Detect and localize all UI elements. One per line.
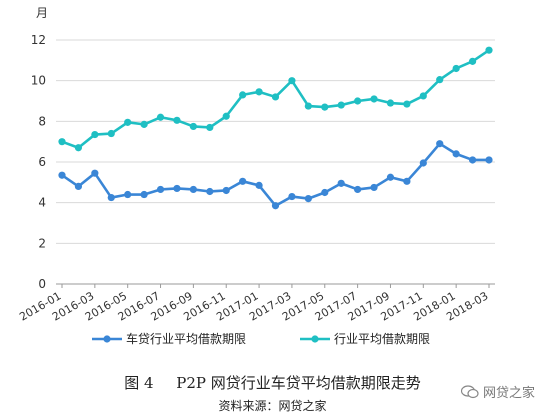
data-point: [140, 120, 148, 128]
legend-swatch-marker: [311, 335, 319, 343]
data-point: [74, 144, 83, 152]
figure-source: 资料来源：网贷之家: [218, 399, 327, 413]
series-group: [58, 46, 493, 210]
data-point: [271, 202, 280, 210]
y-tick-label: 0: [38, 277, 46, 291]
data-point: [386, 173, 395, 181]
data-point: [337, 179, 345, 187]
legend-item: 车贷行业平均借款期限: [92, 331, 246, 346]
data-point: [107, 129, 115, 138]
data-point: [239, 91, 247, 99]
data-point: [468, 57, 477, 65]
data-point: [58, 171, 66, 179]
series-1: [58, 140, 493, 210]
data-point: [485, 156, 493, 164]
data-point: [288, 192, 296, 201]
x-axis: [56, 283, 495, 288]
data-point: [354, 185, 362, 194]
legend-item: 行业平均借款期限: [300, 332, 430, 346]
data-point: [436, 140, 444, 148]
data-point: [271, 93, 280, 101]
data-point: [370, 183, 378, 192]
watermark-text: 网贷之家: [482, 386, 535, 401]
data-point: [452, 150, 460, 158]
data-point: [91, 169, 99, 177]
y-tick-label: 6: [38, 155, 46, 169]
data-point: [419, 92, 427, 100]
data-point: [173, 184, 181, 193]
y-axis-ticks: 0 2 4 6 8 10 12: [31, 33, 46, 291]
data-point: [436, 76, 444, 84]
y-tick-label: 12: [31, 33, 46, 47]
figure-caption: 图 4 P2P 网贷行业车贷平均借款期限走势: [0, 372, 545, 393]
y-tick-label: 4: [38, 196, 46, 210]
data-point: [239, 177, 247, 185]
data-point: [74, 182, 83, 190]
data-point: [189, 122, 197, 131]
data-point: [452, 64, 460, 73]
gridlines: [56, 39, 495, 244]
data-point: [107, 193, 115, 202]
data-point: [403, 100, 411, 108]
data-point: [321, 103, 329, 111]
legend: 车贷行业平均借款期限 行业平均借款期限: [92, 331, 430, 346]
legend-label: 行业平均借款期限: [334, 332, 430, 346]
data-point: [255, 88, 263, 96]
series-2: [58, 46, 493, 152]
data-point: [124, 118, 132, 126]
y-axis-unit-label: 月: [36, 6, 48, 20]
watermark: 网贷之家: [460, 382, 535, 401]
data-point: [156, 185, 165, 194]
data-point: [304, 195, 312, 203]
y-tick-label: 10: [31, 74, 46, 88]
data-point: [485, 46, 493, 54]
data-point: [288, 77, 296, 85]
data-point: [468, 156, 477, 164]
line-chart: 月 0 2 4 6 8 10 12 2016-012016-032016-052016-07…: [17, 6, 495, 346]
data-point: [173, 116, 181, 124]
x-axis-tick-labels: 2016-012016-032016-052016-072016-092016-…: [17, 289, 490, 323]
data-point: [419, 159, 427, 167]
data-point: [124, 190, 132, 199]
data-point: [321, 188, 329, 197]
data-point: [206, 187, 214, 196]
data-point: [370, 95, 378, 103]
figure-title: P2P 网贷行业车贷平均借款期限走势: [176, 374, 421, 392]
data-point: [58, 138, 66, 146]
data-point: [386, 99, 395, 107]
y-tick-label: 2: [38, 236, 46, 250]
data-point: [156, 113, 165, 121]
data-point: [206, 123, 214, 132]
data-point: [91, 130, 99, 139]
data-point: [140, 190, 148, 199]
data-point: [189, 185, 197, 194]
data-point: [222, 186, 230, 195]
wechat-icon: [460, 384, 479, 398]
data-point: [304, 102, 312, 110]
data-point: [222, 112, 230, 120]
figure-number: 图 4: [124, 374, 154, 392]
legend-swatch-marker: [103, 335, 111, 343]
data-point: [255, 181, 263, 189]
data-point: [354, 97, 362, 105]
data-point: [337, 101, 345, 109]
y-tick-label: 8: [38, 114, 46, 128]
legend-label: 车贷行业平均借款期限: [126, 331, 246, 346]
data-point: [403, 177, 411, 185]
